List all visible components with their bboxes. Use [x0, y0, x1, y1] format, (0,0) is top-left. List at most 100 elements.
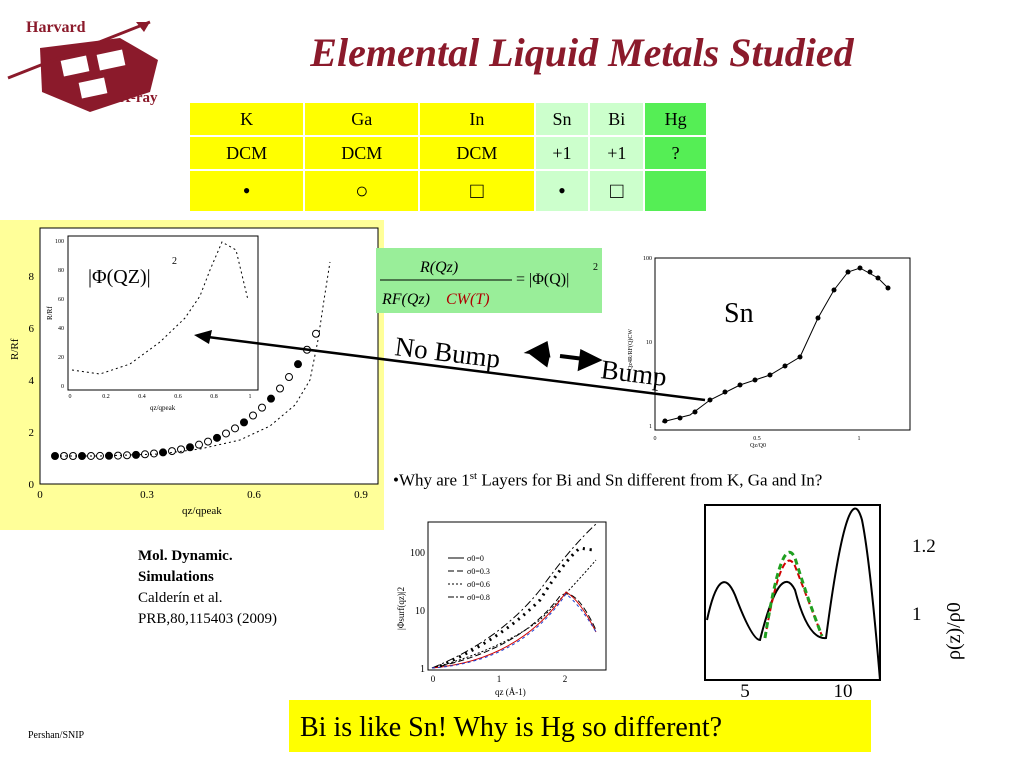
arrow	[199, 334, 706, 402]
marker	[875, 275, 881, 281]
br-x-tick: 10	[834, 681, 853, 702]
y-tick-label: 2	[29, 427, 35, 439]
inset-x-tick: 0	[69, 394, 72, 400]
marker	[285, 373, 293, 382]
y-tick-label: 8	[29, 271, 35, 283]
table-cell: □	[420, 171, 534, 211]
inset-y-label: R/Rf	[46, 306, 54, 320]
br-x-tick: 5	[740, 681, 750, 702]
marker	[707, 397, 713, 403]
x-axis-label: qz/qpeak	[182, 505, 222, 517]
legend-label: σ0=0.6	[467, 580, 490, 589]
marker	[186, 443, 194, 452]
table-cell: K	[190, 103, 304, 136]
marker	[159, 448, 167, 457]
logo: Harvard X-ray	[7, 19, 158, 112]
table-cell: □	[590, 171, 644, 211]
title: Elemental Liquid Metals Studied	[309, 30, 854, 75]
marker	[662, 418, 668, 424]
no-bump: No Bump	[393, 331, 502, 374]
marker	[132, 450, 140, 459]
marker	[276, 384, 284, 393]
sn-y-tick: 10	[646, 340, 652, 346]
sn-x-tick: 0	[654, 436, 657, 442]
inset-power: 2	[172, 256, 177, 267]
marker	[767, 372, 773, 378]
sn-y-label: Qz4R/RF(Q)CW	[627, 329, 634, 370]
marker	[222, 429, 230, 438]
x-tick-label: 0	[37, 489, 43, 501]
marker	[797, 354, 803, 360]
marker	[231, 424, 239, 433]
marker	[857, 265, 863, 271]
legend-label: σ0=0.3	[467, 567, 490, 576]
marker	[815, 315, 821, 321]
inset-y-tick: 40	[58, 326, 64, 332]
logo-top: Harvard	[26, 19, 86, 36]
citation-line: Simulations	[138, 569, 214, 585]
marker	[752, 377, 758, 383]
y-axis-label: R/Rf	[9, 338, 21, 360]
x-tick-label: 0.3	[140, 489, 154, 501]
formula-denominator: RF(Qz)	[381, 291, 430, 308]
marker	[831, 287, 837, 293]
marker	[60, 451, 68, 460]
marker	[204, 437, 212, 446]
marker	[213, 433, 221, 442]
inset-y-tick: 60	[58, 297, 64, 303]
table-cell: +1	[590, 137, 644, 170]
table-cell: Sn	[535, 103, 589, 136]
citation: Mol. Dynamic. Simulations Calderín et al. P…	[138, 546, 277, 630]
marker	[867, 269, 873, 275]
marker	[177, 445, 185, 454]
marker	[69, 451, 77, 460]
table-cell: Ga	[305, 103, 419, 136]
marker	[240, 418, 248, 427]
bl-x-tick: 2	[563, 674, 568, 684]
bl-y-label: |Φsurf(qz)|2	[396, 587, 406, 630]
double-arrow	[523, 341, 603, 372]
marker	[105, 451, 113, 460]
marker	[78, 451, 86, 460]
y-tick-label: 6	[29, 323, 35, 335]
inset-y-tick: 0	[61, 384, 64, 390]
bl-x-tick: 0	[431, 674, 436, 684]
inset-y-tick: 20	[58, 355, 64, 361]
logo-bottom: X-ray	[120, 90, 158, 106]
table-cell: DCM	[420, 137, 534, 170]
sn-x-tick: 0.5	[753, 436, 761, 442]
bottom-right-plot	[704, 504, 881, 681]
inset-y-tick: 100	[55, 239, 64, 245]
table: K Ga In Sn Bi Hg DCM DCM DCM +1 +1? • ○ □ • □	[188, 101, 708, 213]
marker	[845, 269, 851, 275]
y-tick-label: 0	[29, 479, 35, 491]
marker	[722, 389, 728, 395]
citation-line: Calderín et al.	[138, 590, 223, 606]
footer: Pershan/SNIP	[28, 730, 85, 741]
formula-right: = |Φ(Q)|	[516, 271, 569, 288]
arrowhead	[194, 330, 212, 344]
question-text: Layers for Bi and Sn different from K, G…	[477, 470, 823, 490]
inset-x-tick: 0.8	[210, 394, 218, 400]
inset-formula: |Φ(QZ)|	[88, 266, 151, 288]
left-plot	[39, 227, 379, 485]
inset-x-tick: 1	[249, 394, 252, 400]
table-cell: DCM	[305, 137, 419, 170]
marker	[885, 285, 891, 291]
marker	[249, 411, 257, 420]
sn-y-tick: 100	[643, 256, 652, 262]
table-cell: •	[190, 171, 304, 211]
marker	[150, 449, 158, 458]
legend-label: σ0=0	[467, 554, 484, 563]
legend-label: σ0=0.8	[467, 593, 490, 602]
formula-denominator-b: CW(T)	[446, 291, 490, 308]
table-cell: Hg	[645, 103, 706, 136]
table-cell	[645, 171, 706, 211]
inset-x-tick: 0.4	[138, 394, 146, 400]
bl-y-tick: 10	[415, 606, 425, 617]
marker	[96, 451, 104, 460]
citation-line: Mol. Dynamic.	[138, 548, 233, 564]
marker	[51, 452, 59, 460]
x-tick-label: 0.9	[354, 489, 368, 501]
